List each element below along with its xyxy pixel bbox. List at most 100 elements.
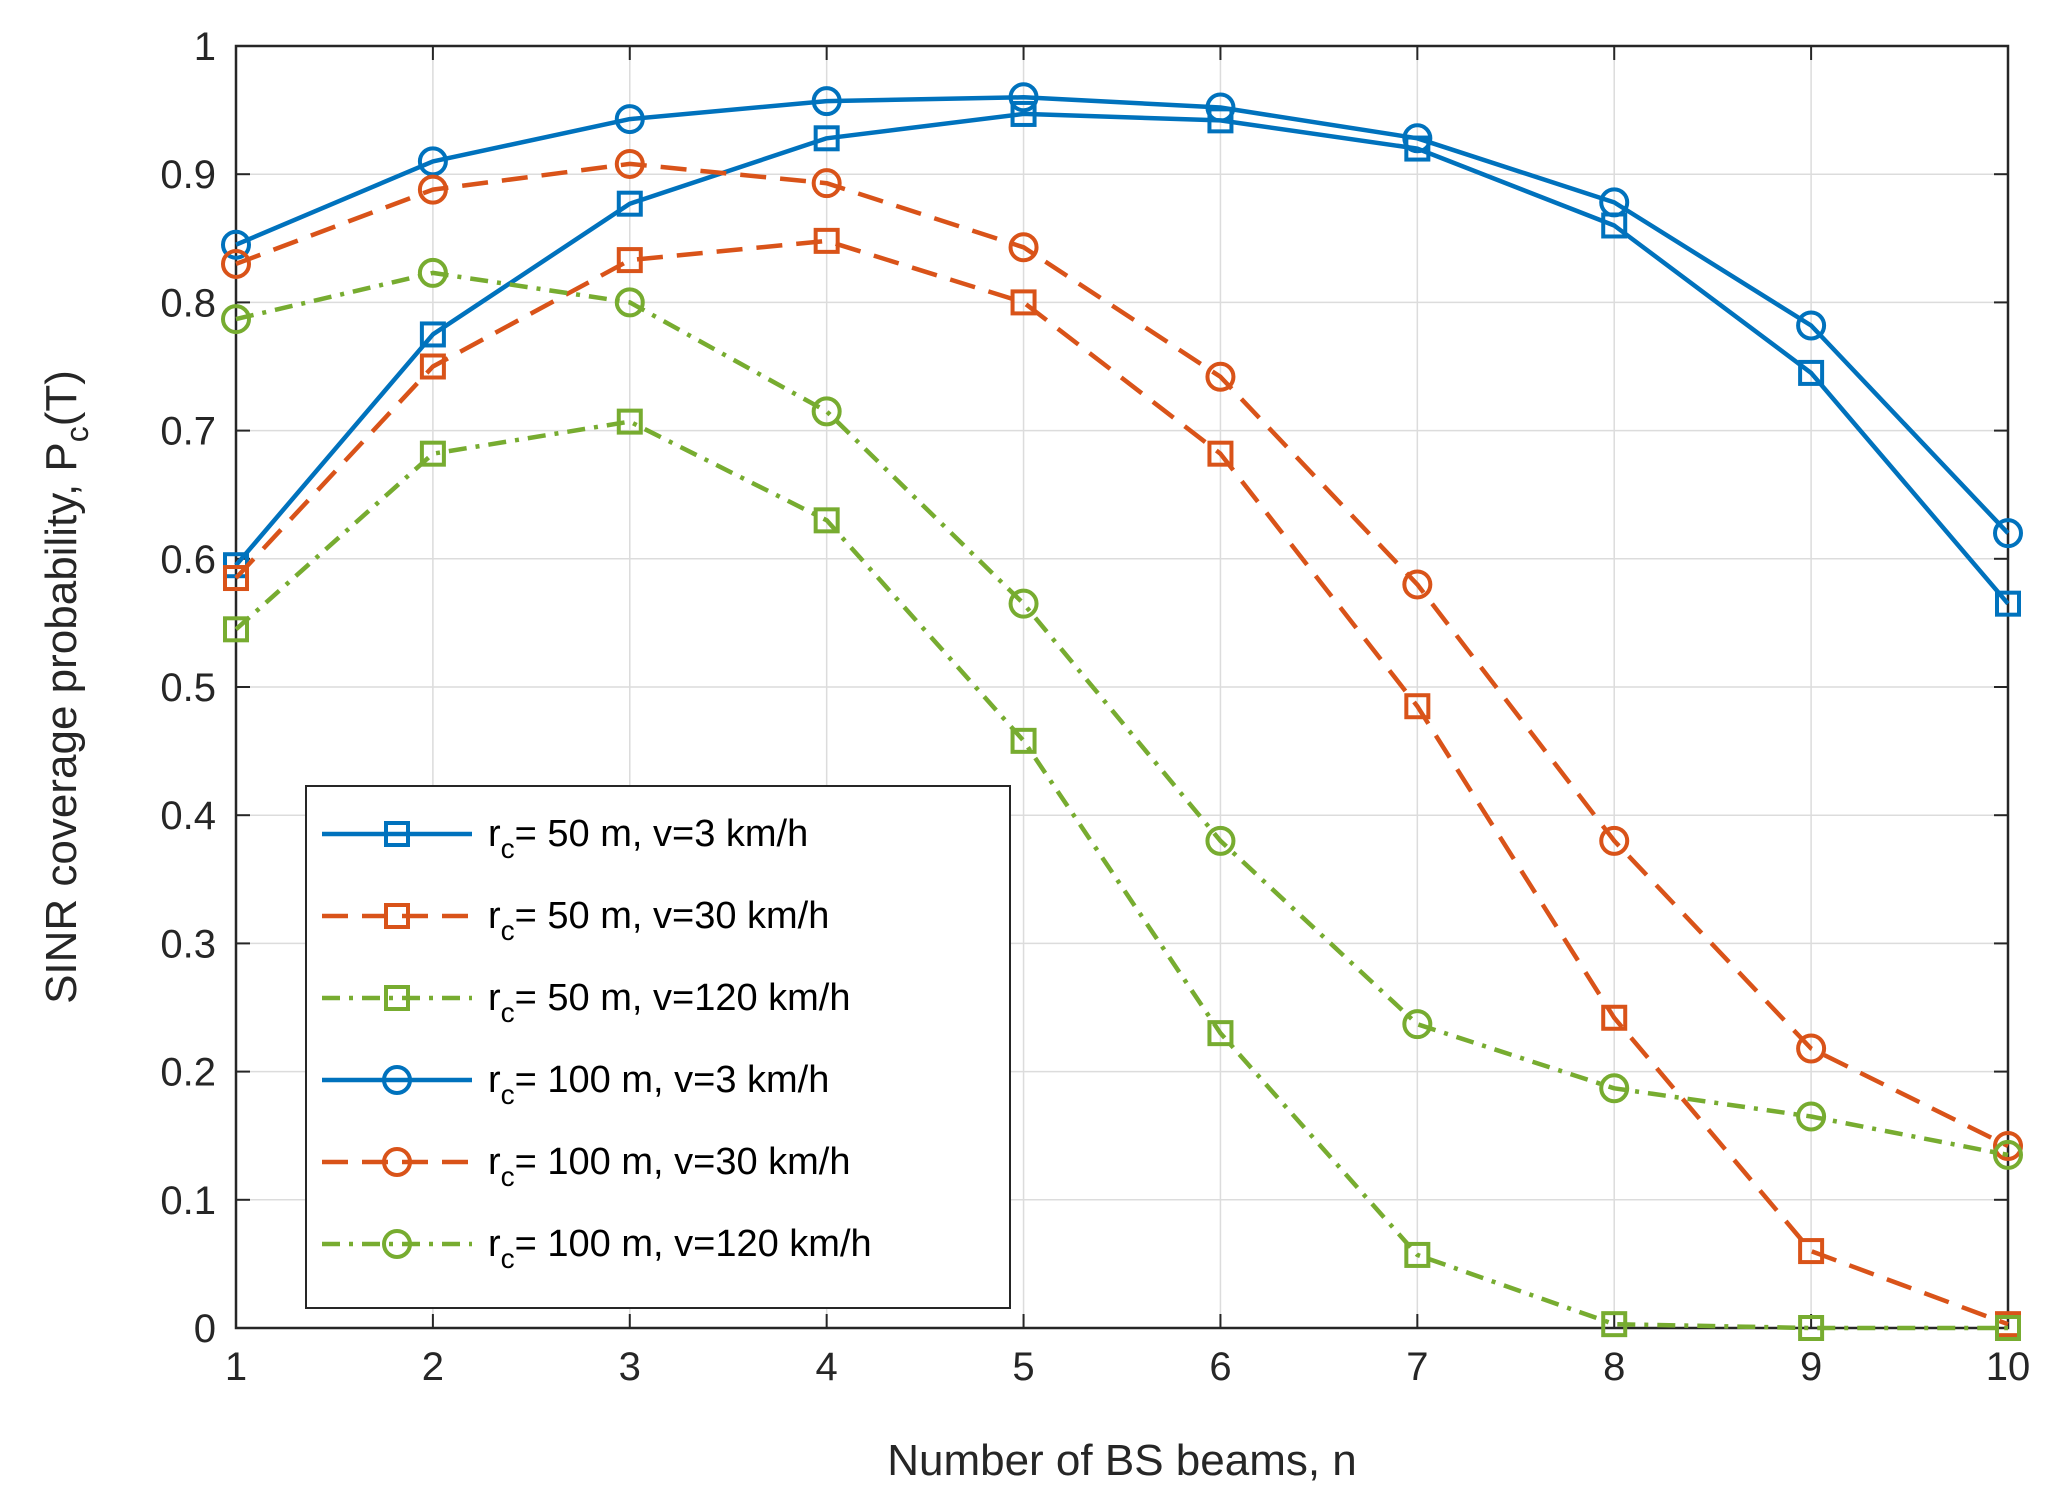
square-marker [419,353,446,380]
square-marker [1995,590,2021,617]
circle-marker [221,304,251,335]
circle-marker [811,168,842,199]
series-5 [221,148,2023,1161]
circle-marker [1205,92,1236,123]
circle-marker [614,104,645,135]
square-marker [1601,1004,1628,1031]
circle-marker [1402,1009,1433,1040]
data-series [221,82,2023,1341]
y-tick-label: 0.6 [160,538,216,582]
circle-marker [1008,82,1039,113]
y-tick-label: 0.5 [160,666,216,710]
y-tick-label: 0.8 [160,281,216,325]
x-tick-label: 8 [1603,1345,1625,1389]
legend-entry: rc= 50 m, v=120 km/h [322,977,851,1028]
circle-marker [1402,123,1433,154]
legend-label: rc= 100 m, v=3 km/h [488,1059,829,1110]
square-marker [1601,1311,1628,1338]
square-marker [1995,1315,2021,1341]
square-marker [1010,289,1037,316]
y-tick-label: 0.3 [160,922,216,966]
series-line [235,161,2009,1149]
x-tick-label: 10 [1986,1345,2031,1389]
circle-marker [1008,588,1039,619]
square-marker [1010,727,1037,754]
y-tick-label: 0.1 [160,1179,216,1223]
legend-entry: rc= 50 m, v=30 km/h [322,895,829,946]
square-marker [813,227,840,254]
legend-label: rc= 100 m, v=120 km/h [488,1223,872,1274]
circle-marker [1599,187,1630,218]
circle-marker [417,257,448,288]
axis-ticks: 1 2 3 4 5 6 7 8 9 10 0 0.1 0.2 0.3 0.4 0.5 0.6 0.7 0.8 0.9 1 [160,25,2030,1389]
square-marker [1010,100,1037,127]
series-1 [223,100,2021,617]
y-axis-label-sub: c [59,426,95,442]
circle-marker [1993,1139,2023,1170]
square-marker [223,565,249,592]
square-marker [419,321,446,348]
circle-marker [811,396,842,427]
y-axis-label: SINR coverage probability, Pc(T) [37,370,95,1004]
legend-entry: rc= 50 m, v=3 km/h [322,813,808,864]
y-axis-label-main: SINR coverage probability, P [37,442,86,1004]
circle-marker [1402,569,1433,600]
circle-marker [1796,1033,1827,1064]
legend-entry: rc= 100 m, v=3 km/h [322,1059,829,1110]
square-marker [223,616,249,643]
series-line [234,238,2009,1327]
circle-marker [221,229,251,260]
series-4 [221,82,2023,549]
circle-marker [1796,310,1827,341]
square-marker [1798,1315,1825,1341]
circle-marker [1205,361,1236,392]
circle-marker [614,287,645,318]
series-line [235,270,2009,1158]
x-tick-label: 4 [816,1345,838,1389]
legend-label: rc= 50 m, v=30 km/h [488,895,829,946]
x-tick-label: 5 [1012,1345,1034,1389]
square-marker [616,408,643,435]
legend: rc= 50 m, v=3 km/h rc= 50 m, v=30 km/h rc=… [305,785,1011,1309]
series-line [235,95,2010,535]
legend-entry: rc= 100 m, v=120 km/h [322,1223,872,1274]
square-marker [1207,1020,1234,1047]
square-marker [813,507,840,534]
square-marker [384,985,410,1011]
series-line [234,111,2010,606]
y-tick-label: 0.2 [160,1051,216,1095]
x-axis-label: Number of BS beams, n [887,1436,1357,1485]
circle-marker [1599,825,1630,856]
square-marker [616,190,643,217]
x-tick-label: 2 [422,1345,444,1389]
square-marker [1798,359,1825,386]
y-tick-label: 0.4 [160,794,216,838]
legend-label: rc= 100 m, v=30 km/h [488,1141,851,1192]
square-marker [1404,693,1431,720]
series-line [234,419,2008,1331]
square-marker [1798,1238,1825,1265]
circle-marker [1205,825,1236,856]
y-axis-label-suffix: (T) [37,370,86,426]
square-marker [616,247,643,274]
circle-marker [1993,518,2023,549]
circle-marker [382,1229,412,1259]
legend-box [305,785,1011,1309]
square-marker [419,440,446,467]
series-6 [221,257,2023,1170]
x-tick-label: 3 [619,1345,641,1389]
circle-marker [1008,232,1039,263]
circle-marker [614,148,645,179]
square-marker [1404,1241,1431,1268]
circle-marker [1796,1101,1827,1132]
legend-entry: rc= 100 m, v=30 km/h [322,1141,851,1192]
circle-marker [1993,1130,2023,1161]
x-tick-label: 6 [1209,1345,1231,1389]
circle-marker [1599,1073,1630,1104]
y-tick-label: 0 [194,1307,216,1351]
circle-marker [221,248,251,279]
y-tick-label: 1 [194,25,216,69]
square-marker [813,125,840,152]
circle-marker [382,1065,412,1095]
legend-label: rc= 50 m, v=3 km/h [488,813,808,864]
